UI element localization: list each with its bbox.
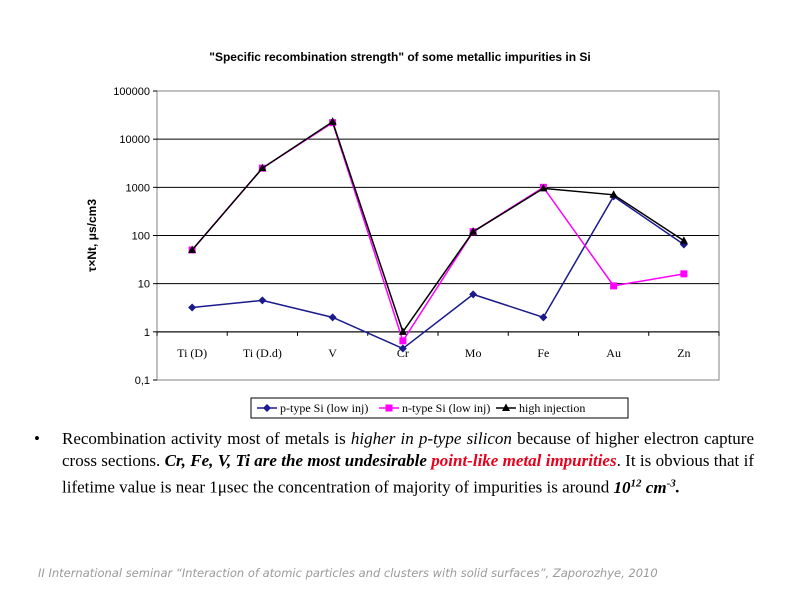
y-tick-label: 0,1	[135, 375, 150, 387]
series-3-point	[398, 327, 407, 335]
series-line-3	[191, 120, 685, 334]
series-3-point	[609, 190, 618, 198]
concentration-exponent: 12	[630, 477, 642, 489]
series-1-point	[188, 303, 197, 312]
x-category-label: Zn	[677, 346, 690, 360]
legend-entry: n-type Si (low inj)	[402, 401, 490, 415]
x-category-label: V	[328, 346, 337, 360]
text-part-6: . It is obvious that if lifetime value i…	[62, 451, 754, 497]
series-3-point	[469, 227, 478, 235]
text-part-5: point-like metal impurities	[431, 451, 617, 470]
x-category-label: Ti (D.d)	[243, 346, 282, 360]
series-line-1	[192, 195, 685, 350]
legend-marker	[263, 404, 271, 412]
legend-entry: high injection	[519, 401, 585, 415]
x-category-label: Au	[606, 346, 621, 360]
series-3-point	[539, 183, 548, 192]
footer: II International seminar “Interaction of…	[38, 566, 658, 580]
x-category-label: Mo	[465, 346, 482, 360]
chart: "Specific recombination strength" of som…	[85, 50, 720, 419]
series-2-point	[399, 337, 407, 345]
chart-title: "Specific recombination strength" of som…	[209, 50, 590, 64]
y-axis-label: τ×Nt, μs/cm3	[85, 199, 99, 272]
y-tick-label: 100	[132, 231, 150, 243]
series-1-point	[258, 296, 267, 305]
series-2-point	[680, 270, 688, 278]
concentration-unit-exponent: -3	[666, 477, 676, 489]
text-part-1: Recombination activity most of metals is	[62, 429, 351, 448]
concentration-base: 10	[613, 477, 631, 497]
y-tick-label: 1	[144, 327, 150, 339]
y-tick-label: 10000	[119, 134, 150, 146]
concentration-unit: cm	[641, 477, 667, 497]
series-2-point	[610, 282, 618, 290]
y-tick-label: 100000	[113, 86, 150, 98]
x-category-label: Ti (D)	[177, 346, 207, 360]
legend-entry: p-type Si (low inj)	[280, 401, 368, 415]
series-1-point	[398, 344, 407, 353]
series-3-point	[679, 236, 688, 244]
legend-marker	[385, 404, 393, 412]
legend	[250, 397, 629, 419]
series-1-point	[328, 313, 337, 322]
series-1-point	[539, 313, 548, 322]
x-category-label: Fe	[537, 346, 549, 360]
series-3-point	[328, 117, 337, 125]
series-3-point	[258, 163, 267, 172]
bullet-marker: •	[34, 429, 40, 448]
text-part-2: higher in p-type silicon	[350, 429, 512, 448]
bullet-text: Recombination activity most of metals is…	[62, 428, 754, 499]
y-tick-label: 1000	[126, 182, 150, 194]
text-part-8: .	[675, 477, 680, 497]
series-3-point	[188, 245, 197, 253]
y-tick-label: 10	[138, 279, 150, 291]
series-1-point	[469, 290, 478, 299]
text-part-3: because of higher electron capture cross…	[62, 429, 754, 470]
bullet-paragraph: • Recombination activity most of metals …	[34, 428, 754, 499]
legend-marker	[502, 403, 510, 411]
text-part-4: Cr, Fe, V, Ti are the most undesirable	[164, 451, 432, 470]
concentration-value: 1012 cm-3	[613, 477, 676, 497]
